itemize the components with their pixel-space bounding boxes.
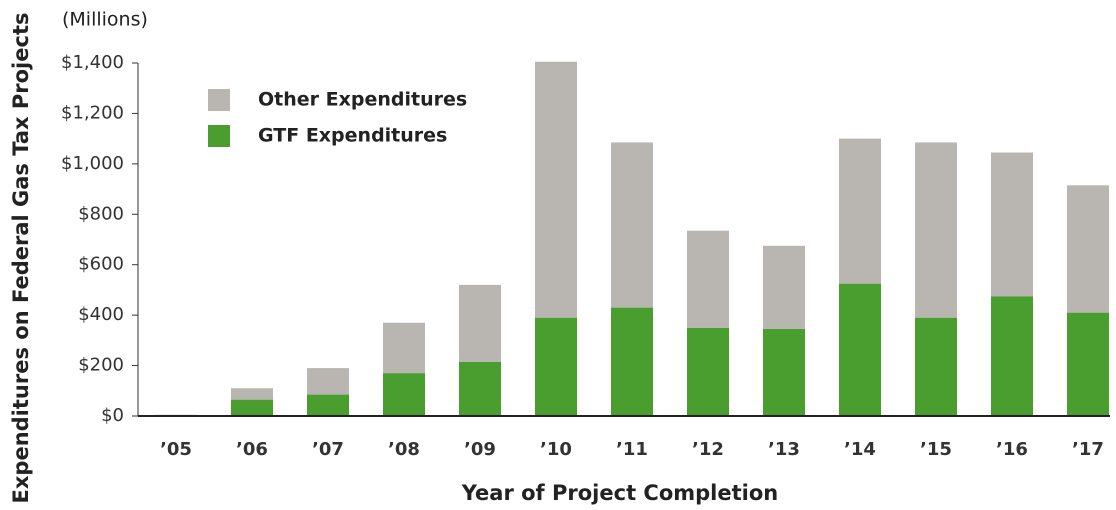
bar-segment [459,361,501,416]
bar-segment [839,283,881,416]
y-tick-label: $200 [78,355,124,376]
x-tick-label: ’10 [540,439,572,460]
bar-segment [915,317,957,416]
bar-segment [535,61,577,318]
x-tick-label: ’08 [388,439,420,460]
bar-segment [763,329,805,416]
legend-swatch [208,125,230,147]
bar-segment [991,296,1033,416]
y-tick-label: $1,200 [61,102,124,123]
bar-segment [307,394,349,416]
y-tick-label: $400 [78,304,124,325]
x-tick-label: ’09 [464,439,496,460]
bar-segment [535,317,577,416]
bar-segment [991,152,1033,297]
bar-segment [231,388,273,400]
bar-segment [459,284,501,362]
x-tick-label: ’11 [616,439,648,460]
unit-label: (Millions) [62,9,148,31]
y-tick-label: $600 [78,254,124,275]
y-axis-title: Expenditures on Federal Gas Tax Projects [9,13,33,504]
bar-segment [383,373,425,416]
x-axis-title: Year of Project Completion [461,481,778,505]
bar-segment [383,322,425,374]
bar-segment [611,142,653,308]
bar-segment [763,245,805,330]
y-tick-label: $1,000 [61,153,124,174]
x-tick-label: ’12 [692,439,724,460]
legend-label: GTF Expenditures [258,125,447,147]
x-tick-label: ’14 [844,439,876,460]
x-tick-label: ’06 [236,439,268,460]
bar-segment [231,399,273,416]
y-tick-label: $800 [78,203,124,224]
x-tick-label: ’16 [996,439,1028,460]
bar-segment [611,307,653,416]
x-tick-label: ’15 [920,439,952,460]
bar-segment [687,327,729,416]
legend-label: Other Expenditures [258,89,467,111]
y-tick-label: $0 [101,405,124,426]
bar-segment [687,230,729,328]
bar-segment [1067,185,1109,313]
legend-swatch [208,89,230,111]
x-tick-label: ’05 [160,439,192,460]
bar-segment [1067,312,1109,416]
x-tick-label: ’13 [768,439,800,460]
x-tick-label: ’07 [312,439,344,460]
bar-segment [915,142,957,318]
bar-segment [839,138,881,284]
x-tick-label: ’17 [1072,439,1104,460]
bar-segment [307,368,349,395]
y-tick-label: $1,400 [61,52,124,73]
